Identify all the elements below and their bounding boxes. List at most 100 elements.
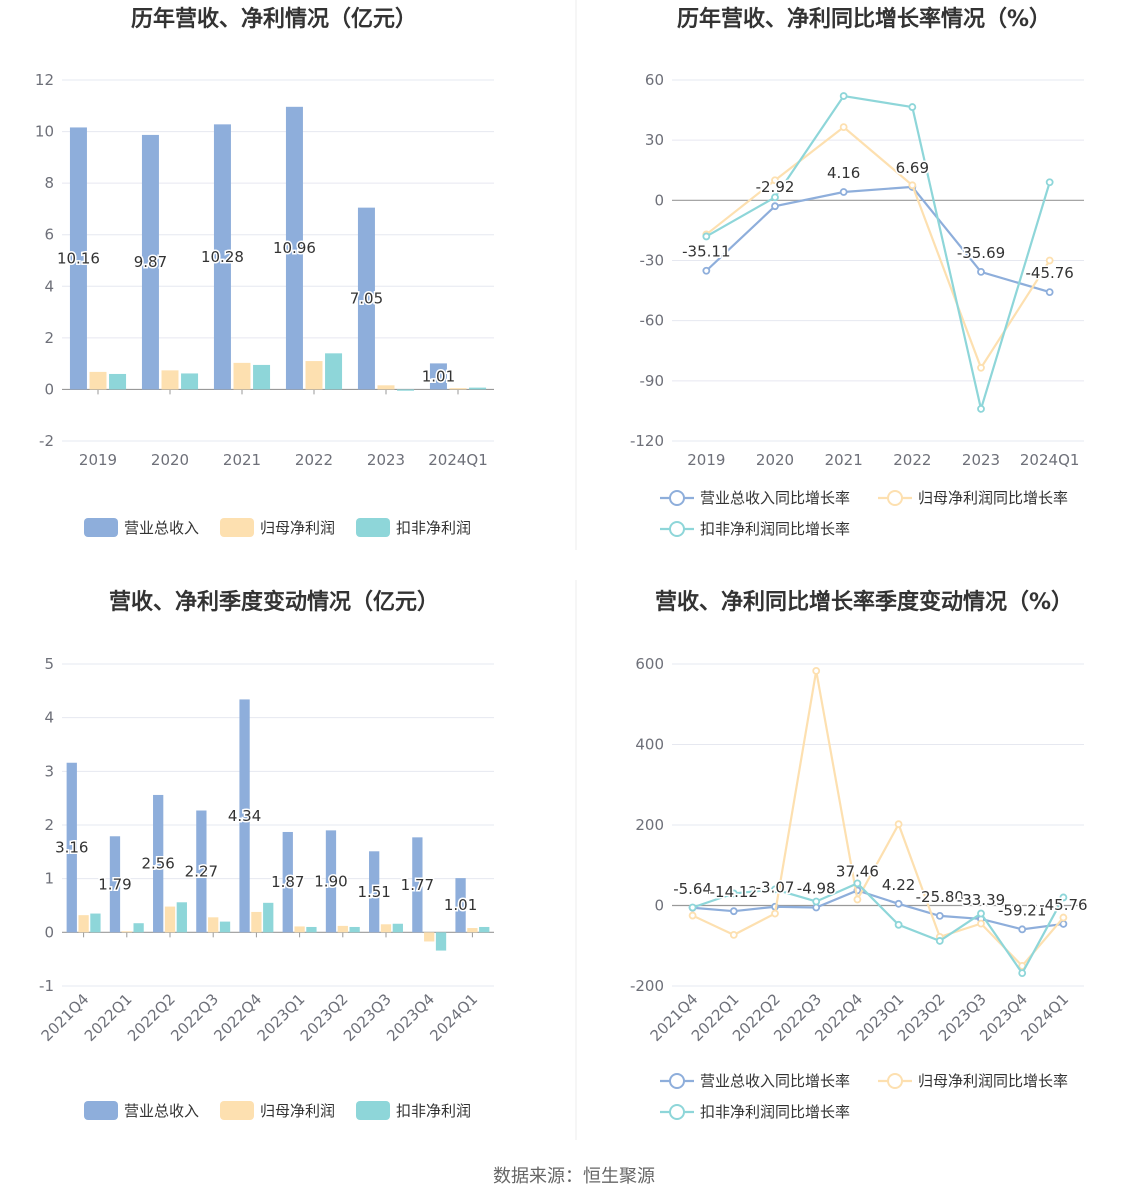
legend-label: 营业总收入 <box>124 1102 199 1120</box>
point-2-2023 <box>977 405 985 413</box>
point-1-2021Q4 <box>688 911 697 920</box>
bar-0-2022 <box>285 106 303 390</box>
legend-swatch <box>356 518 390 537</box>
data-label: 4.16 <box>827 164 860 182</box>
data-label: -35.11 <box>682 243 730 261</box>
bar-2-2022Q1 <box>133 923 144 933</box>
data-label: -14.12 <box>710 883 758 901</box>
data-label: -45.76 <box>1039 896 1087 914</box>
bar-2-2022Q4 <box>263 902 274 933</box>
bar-0-2023Q2 <box>325 830 337 933</box>
bar-1-2020 <box>161 370 179 390</box>
point-1-2021 <box>839 123 848 132</box>
point-0-2024Q1 <box>1045 288 1054 297</box>
bar-0-2023 <box>357 207 375 390</box>
x-tick-label: 2024Q1 <box>1020 451 1080 469</box>
quarterly-revenue-profit-chart: 营收、净利季度变动情况（亿元）-10123452021Q42022Q12022Q… <box>38 589 494 1120</box>
data-label: -59.21 <box>998 901 1046 919</box>
legend-label: 扣非净利润同比增长率 <box>700 1103 850 1121</box>
chart-title: 历年营收、净利情况（亿元） <box>131 6 417 32</box>
point-0-2022Q1 <box>729 907 738 916</box>
legend-swatch <box>356 1101 390 1120</box>
legend-label: 营业总收入同比增长率 <box>700 489 850 507</box>
chart-title: 营收、净利季度变动情况（亿元） <box>109 589 439 615</box>
y-tick-label: -90 <box>640 372 665 390</box>
y-tick-label: 2 <box>44 816 54 834</box>
point-2-2022Q3 <box>812 897 821 906</box>
legend-marker <box>669 521 685 537</box>
legend-label: 归母净利润 <box>260 1102 335 1120</box>
bar-1-2023 <box>377 385 395 390</box>
x-tick-label: 2021 <box>223 451 261 469</box>
point-2-2023Q2 <box>935 937 944 945</box>
data-label: -5.64 <box>673 880 712 898</box>
bar-2-2023Q4 <box>435 932 447 951</box>
data-label: 1.90 <box>314 872 347 890</box>
bar-2-2024Q1 <box>469 387 487 390</box>
bar-1-2024Q1 <box>449 388 467 390</box>
data-label: 4.22 <box>882 876 915 894</box>
point-2-2022 <box>908 103 917 111</box>
point-0-2022Q3 <box>812 903 821 912</box>
point-0-2023Q2 <box>935 911 944 920</box>
bar-0-2022Q1 <box>109 836 121 933</box>
y-tick-label: 10 <box>35 123 54 141</box>
bar-0-2023Q3 <box>369 851 380 933</box>
y-tick-label: 0 <box>654 191 664 209</box>
data-label: -2.92 <box>756 178 795 196</box>
x-tick-label: 2022 <box>893 451 931 469</box>
y-tick-label: -120 <box>630 432 664 450</box>
bar-0-2024Q1 <box>429 363 447 390</box>
legend-marker <box>669 1073 685 1089</box>
annual-growth-rate-chart: 历年营收、净利同比增长率情况（%） -120 -90 -60 -30 0 30 60 2019 2… <box>630 6 1084 538</box>
y-tick-label: 200 <box>635 816 664 834</box>
y-tick-label: 3 <box>44 762 54 780</box>
bar-1-2023Q3 <box>380 924 392 933</box>
bar-1-2019 <box>89 371 107 390</box>
point-2-2019 <box>702 232 711 241</box>
legend-label: 归母净利润同比增长率 <box>918 489 1068 507</box>
data-label: 1.51 <box>357 883 390 901</box>
legend-marker <box>887 1073 903 1089</box>
y-tick-label: 5 <box>44 655 54 673</box>
bar-1-2022 <box>305 361 323 390</box>
bar-1-2023Q4 <box>424 932 435 942</box>
series-line-1 <box>692 670 1065 968</box>
data-source: 数据来源：恒生聚源 <box>493 1166 655 1187</box>
point-2-2021 <box>839 92 848 100</box>
y-tick-label: 6 <box>44 226 54 244</box>
data-label: 1.87 <box>271 873 304 891</box>
x-tick-label: 2020 <box>151 451 189 469</box>
point-1-2024Q1 <box>1045 256 1054 265</box>
data-label: 3.16 <box>55 839 88 857</box>
y-tick-label: 0 <box>654 897 664 915</box>
point-2-2023Q1 <box>894 920 903 929</box>
y-tick-label: 12 <box>35 71 54 89</box>
x-tick-label: 2024Q1 <box>426 990 481 1045</box>
point-0-2020 <box>771 202 779 211</box>
point-2-2023Q4 <box>1018 969 1027 978</box>
x-tick-label: 2023 <box>962 451 1000 469</box>
legend-marker <box>887 490 903 506</box>
point-1-2020 <box>771 176 779 185</box>
x-tick-label: 2022 <box>295 451 333 469</box>
point-1-2024Q1 <box>1059 913 1068 922</box>
data-label: 1.77 <box>401 876 434 894</box>
bar-0-2022Q2 <box>153 794 164 933</box>
data-label: 2.56 <box>141 855 174 873</box>
point-1-2022Q4 <box>853 895 862 904</box>
point-1-2022Q1 <box>729 930 738 939</box>
point-2-2023Q3 <box>977 909 985 918</box>
data-label: -4.98 <box>797 880 836 898</box>
data-label: -35.69 <box>957 244 1005 262</box>
bar-2-2023Q2 <box>349 926 360 933</box>
bar-1-2022Q2 <box>164 906 176 933</box>
series-line-2 <box>692 882 1065 976</box>
legend-label: 归母净利润 <box>260 519 335 537</box>
y-tick-label: 400 <box>635 736 664 754</box>
bar-0-2024Q1 <box>455 878 466 933</box>
bar-2-2022Q2 <box>176 902 187 933</box>
point-2-2022Q2 <box>771 885 779 894</box>
point-0-2019 <box>702 266 711 275</box>
point-0-2021 <box>839 188 848 196</box>
